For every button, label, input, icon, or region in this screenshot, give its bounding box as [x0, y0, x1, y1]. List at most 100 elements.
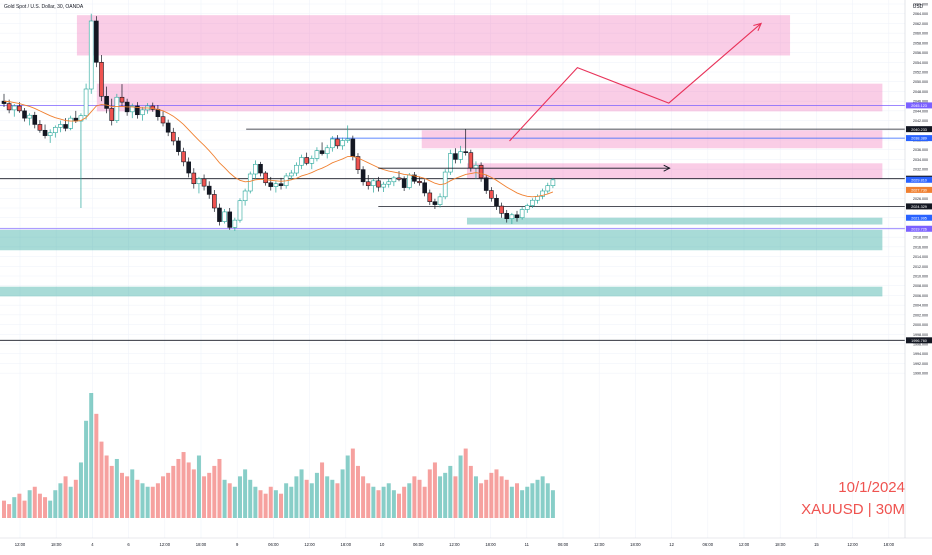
- y-tick-label: 2066.000: [913, 3, 928, 7]
- candle-body: [314, 150, 320, 159]
- volume-bar: [73, 479, 78, 518]
- candle-body: [458, 151, 463, 160]
- candle-body: [330, 138, 335, 149]
- levels: [0, 105, 905, 341]
- candle-body: [504, 213, 510, 219]
- candle-body: [294, 164, 299, 174]
- zones: [0, 15, 883, 297]
- candle-body: [227, 211, 233, 228]
- y-tick-label: 2032.000: [913, 168, 928, 172]
- supply-zone-2: [421, 130, 883, 149]
- candle-body: [483, 177, 489, 191]
- volume-bar: [402, 486, 407, 518]
- volume-bar: [330, 479, 335, 518]
- candle-body: [176, 140, 181, 152]
- candle-body: [32, 114, 38, 125]
- candle-body: [6, 103, 12, 111]
- demand-zone-6: [0, 286, 883, 297]
- volume-bar: [202, 476, 207, 518]
- candle-body: [396, 177, 402, 180]
- candle-body: [155, 109, 161, 117]
- x-tick-label: 06:00: [703, 542, 714, 547]
- candle-body: [58, 124, 63, 128]
- volume-bar: [7, 504, 12, 518]
- candle-body: [119, 96, 125, 103]
- candle-body: [489, 190, 494, 199]
- candle-body: [140, 109, 145, 116]
- volume-bar: [253, 486, 258, 518]
- volume-bar: [140, 483, 145, 518]
- currency-label: USD: [913, 4, 924, 10]
- y-tick-label: 2018.000: [913, 236, 928, 240]
- volume-bar: [196, 455, 201, 518]
- arrow-head: [663, 164, 671, 172]
- volume-bar: [386, 483, 391, 518]
- volume-bar: [361, 476, 366, 518]
- volume-bar: [258, 490, 263, 518]
- candle-body: [386, 181, 392, 185]
- volume-bar: [545, 483, 550, 518]
- volume-bar: [520, 490, 525, 518]
- y-tick-label: 2062.000: [913, 22, 928, 26]
- candle-body: [263, 172, 268, 184]
- y-tick-label: 2016.000: [913, 245, 928, 249]
- volume-bar: [212, 465, 217, 518]
- candle-body: [360, 169, 366, 183]
- candle-body: [365, 181, 371, 186]
- x-tick-label: 11: [525, 542, 530, 547]
- candle-body: [442, 171, 448, 198]
- candle-body: [11, 105, 17, 111]
- candle-body: [22, 110, 27, 119]
- candle-body: [530, 199, 535, 206]
- volume-bar: [417, 479, 422, 518]
- candle-body: [268, 182, 274, 187]
- volume-bar: [366, 483, 371, 518]
- time-axis[interactable]: 12:00 18:00 4 6 12:00 18:00 9 06:00 12:00 18:00 10…: [15, 542, 895, 547]
- price-label-text: 2019.726: [911, 227, 927, 231]
- candle-body: [191, 172, 197, 185]
- candle-body: [324, 147, 330, 154]
- volume-bar: [443, 472, 448, 518]
- x-tick-label: 18:00: [341, 542, 352, 547]
- volume-bar: [463, 448, 468, 518]
- supply-zone-1: [96, 83, 883, 112]
- price-label-box: [906, 176, 932, 183]
- price-label-text: 2040.233: [911, 128, 927, 132]
- x-tick-label: 18:00: [196, 542, 207, 547]
- volume-bar: [535, 479, 540, 518]
- y-tick-label: 1992.000: [913, 362, 928, 366]
- x-tick-label: 06:00: [268, 542, 279, 547]
- volume-bar: [155, 483, 160, 518]
- volume-bar: [320, 462, 325, 518]
- candle-body: [201, 178, 207, 187]
- y-tick-label: 2014.000: [913, 255, 928, 259]
- candle-body: [340, 140, 345, 147]
- candle-body: [371, 180, 376, 186]
- volume-bar: [114, 458, 119, 518]
- volume-bar: [427, 469, 432, 518]
- candle-body: [335, 138, 340, 147]
- volume-bar: [17, 493, 22, 518]
- volume-bar: [135, 479, 140, 518]
- volume-bar: [345, 455, 350, 518]
- candle-body: [52, 127, 58, 134]
- demand-zone-5: [0, 229, 883, 251]
- volume-bar: [99, 441, 104, 518]
- volume-bar: [438, 476, 443, 518]
- volume-bar: [186, 462, 191, 518]
- volume-bar: [89, 393, 94, 518]
- candle-body: [376, 180, 381, 188]
- candle-body: [78, 115, 84, 122]
- symbol-title: Gold Spot / U.S. Dollar, 30, OANDA: [4, 4, 84, 10]
- moving-average: [3, 100, 554, 198]
- volume-bar: [473, 476, 478, 518]
- volume-bar: [248, 479, 253, 518]
- y-tick-label: 1998.000: [913, 333, 928, 337]
- x-tick-label: 12:00: [15, 542, 26, 547]
- y-tick-label: 1994.000: [913, 352, 928, 356]
- candle-body: [540, 190, 545, 197]
- candle-body: [109, 108, 115, 121]
- volume-bar: [391, 490, 396, 518]
- volume-bar: [294, 476, 299, 518]
- volume-bar: [227, 483, 232, 518]
